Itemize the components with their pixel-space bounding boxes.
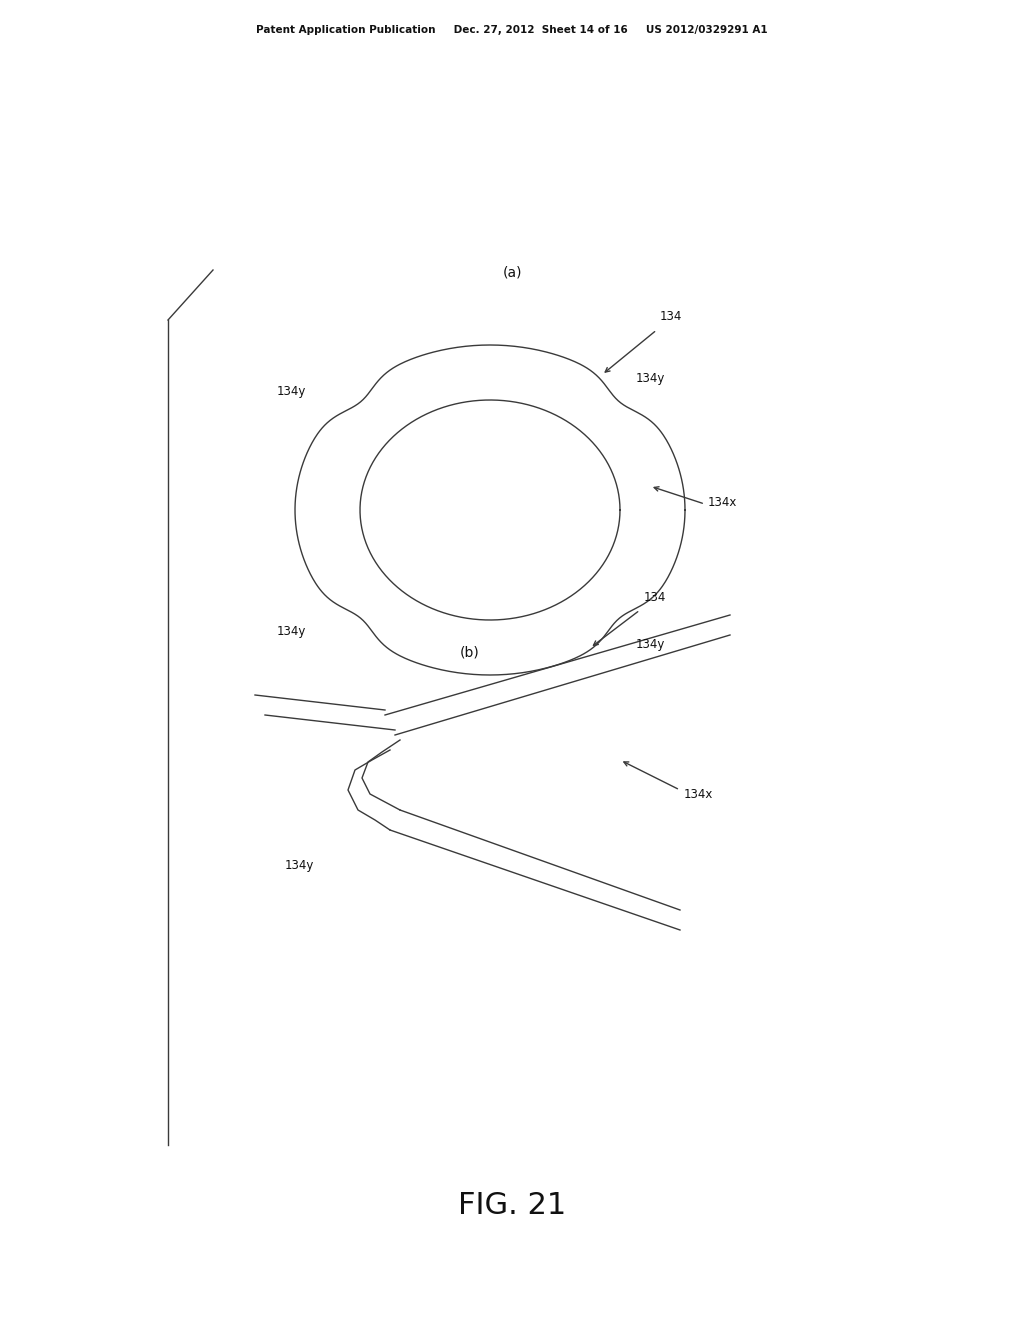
Text: 134y: 134y — [285, 858, 314, 871]
Text: (b): (b) — [460, 645, 480, 660]
Text: (a): (a) — [502, 267, 522, 280]
Text: FIG. 21: FIG. 21 — [458, 1191, 566, 1220]
Text: 134x: 134x — [708, 495, 737, 508]
Text: 134y: 134y — [278, 626, 306, 638]
Text: 134: 134 — [644, 591, 667, 605]
Text: 134: 134 — [659, 310, 682, 323]
Text: Patent Application Publication     Dec. 27, 2012  Sheet 14 of 16     US 2012/032: Patent Application Publication Dec. 27, … — [256, 25, 768, 36]
Text: 134y: 134y — [636, 372, 666, 385]
Text: 134y: 134y — [636, 638, 666, 651]
Text: 134y: 134y — [278, 385, 306, 397]
Text: 134x: 134x — [684, 788, 714, 800]
